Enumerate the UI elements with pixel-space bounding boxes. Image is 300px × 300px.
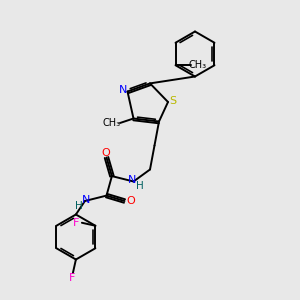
- Text: N: N: [82, 195, 90, 205]
- Text: H: H: [136, 181, 144, 191]
- Text: N: N: [118, 85, 127, 95]
- Text: O: O: [127, 196, 136, 206]
- Text: S: S: [169, 95, 176, 106]
- Text: CH₃: CH₃: [188, 60, 206, 70]
- Text: N: N: [128, 175, 136, 185]
- Text: F: F: [73, 218, 80, 228]
- Text: F: F: [68, 273, 75, 284]
- Text: CH₃: CH₃: [103, 118, 121, 128]
- Text: O: O: [101, 148, 110, 158]
- Text: H: H: [75, 201, 83, 212]
